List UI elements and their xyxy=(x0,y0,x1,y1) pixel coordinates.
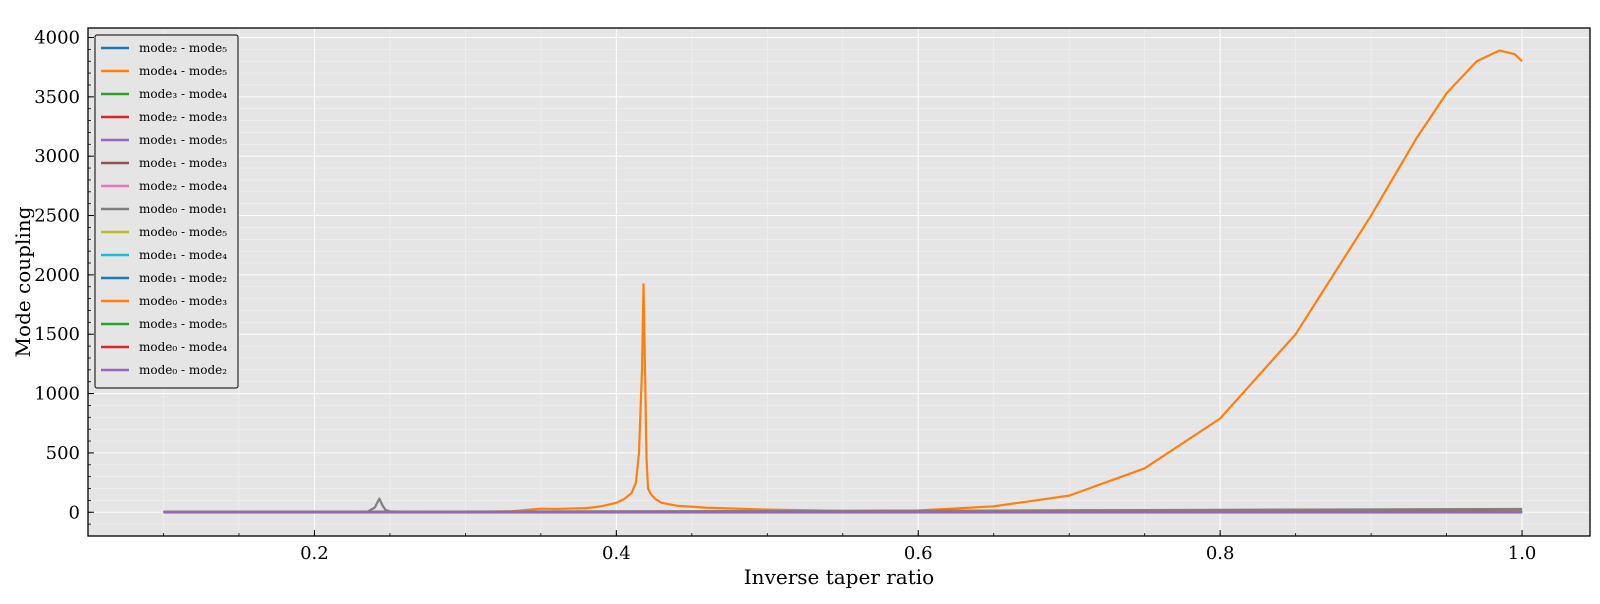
y-tick-label: 0 xyxy=(69,502,80,523)
x-tick-label: 0.6 xyxy=(904,543,933,564)
legend-label: mode₀ - mode₂ xyxy=(139,363,227,377)
legend-label: mode₁ - mode₄ xyxy=(139,248,227,262)
legend-label: mode₀ - mode₁ xyxy=(139,202,227,216)
legend-label: mode₀ - mode₅ xyxy=(139,225,227,239)
y-tick-label: 1000 xyxy=(34,384,80,405)
legend-label: mode₀ - mode₃ xyxy=(139,294,227,308)
legend-label: mode₂ - mode₅ xyxy=(139,41,227,55)
y-tick-label: 500 xyxy=(46,443,80,464)
legend-label: mode₃ - mode₅ xyxy=(139,317,227,331)
y-tick-label: 2500 xyxy=(34,206,80,227)
y-tick-label: 3000 xyxy=(34,146,80,167)
y-axis-label: Mode coupling xyxy=(11,206,35,357)
legend-label: mode₁ - mode₃ xyxy=(139,156,227,170)
y-tick-label: 2000 xyxy=(34,265,80,286)
legend-label: mode₃ - mode₄ xyxy=(139,87,227,101)
y-tick-label: 3500 xyxy=(34,87,80,108)
x-tick-label: 0.2 xyxy=(300,543,329,564)
plot-background xyxy=(88,28,1590,536)
legend-label: mode₂ - mode₄ xyxy=(139,179,227,193)
x-tick-label: 0.4 xyxy=(602,543,631,564)
legend-label: mode₂ - mode₃ xyxy=(139,110,227,124)
x-tick-label: 0.8 xyxy=(1206,543,1235,564)
legend-label: mode₁ - mode₅ xyxy=(139,133,227,147)
x-axis-label: Inverse taper ratio xyxy=(744,565,934,589)
y-tick-label: 4000 xyxy=(34,27,80,48)
legend-label: mode₄ - mode₅ xyxy=(139,64,227,78)
legend-label: mode₀ - mode₄ xyxy=(139,340,227,354)
y-tick-label: 1500 xyxy=(34,324,80,345)
y-axis-ticks: 0 500 1000 1500 2000 2500 3000 3500 4000 xyxy=(34,27,94,524)
legend-label: mode₁ - mode₂ xyxy=(139,271,227,285)
legend: mode₂ - mode₅ mode₄ - mode₅ mode₃ - mode₄ m… xyxy=(95,35,238,388)
x-tick-label: 1.0 xyxy=(1508,543,1537,564)
